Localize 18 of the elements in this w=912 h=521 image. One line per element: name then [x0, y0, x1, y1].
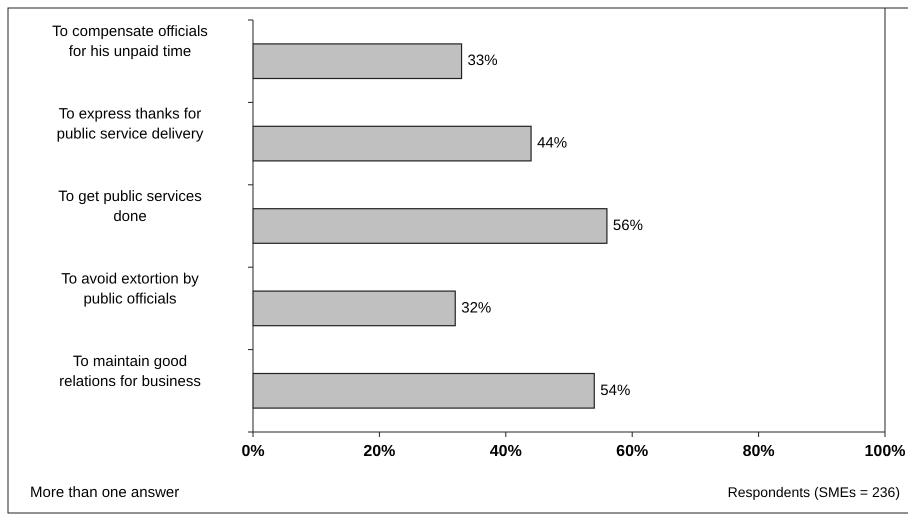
- x-tick-label: 60%: [616, 443, 648, 460]
- y-tick-label: To avoid extortion by public officials: [61, 270, 200, 308]
- data-label: 56%: [612, 216, 643, 234]
- y-tick-label: To compensate officials for his unpaid time: [52, 23, 208, 60]
- data-label: 32%: [461, 299, 492, 316]
- y-tick-label: To maintain good relations for business: [59, 352, 201, 390]
- x-tick-label: 40%: [490, 443, 522, 460]
- data-label: 33%: [468, 52, 498, 70]
- y-tick-label: To get public services done: [58, 188, 202, 225]
- x-tick-label: 20%: [363, 443, 396, 460]
- x-tick-label: 100%: [864, 443, 906, 460]
- data-label: 54%: [600, 382, 630, 399]
- text: Respondents (SMEs = 236): [728, 484, 900, 500]
- data-label: 44%: [537, 134, 568, 152]
- text: More than one answer: [30, 484, 180, 501]
- x-tick-label: 80%: [742, 443, 775, 460]
- y-tick-label: To express thanks for public service delivery: [56, 106, 204, 143]
- x-tick-label: 0%: [241, 443, 265, 460]
